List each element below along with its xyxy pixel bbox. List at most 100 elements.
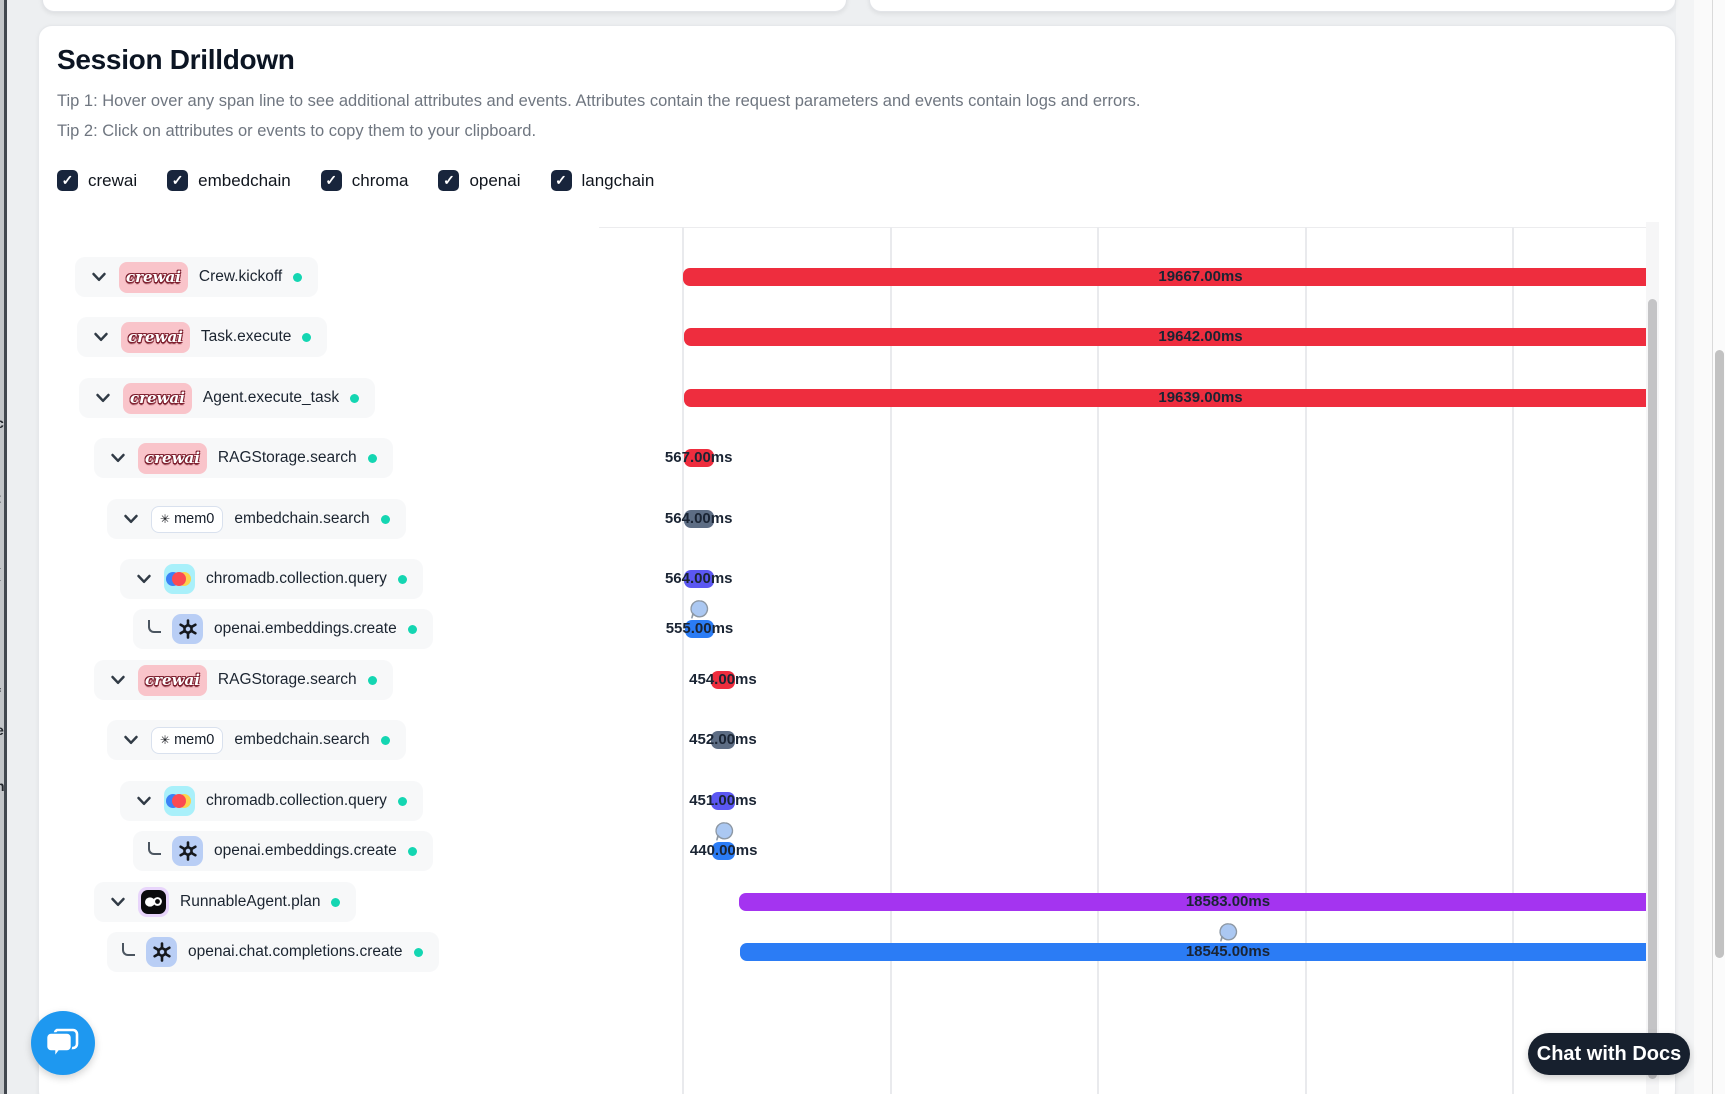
chevron-down-icon[interactable]	[122, 511, 140, 527]
duration-label: 440.00ms	[689, 842, 758, 859]
background-text-fragment: e	[0, 722, 4, 738]
chat-with-docs-button[interactable]: Chat with Docs	[1528, 1033, 1690, 1075]
duration-bar-openai.embeddings.create[interactable]	[712, 842, 736, 860]
chroma-circle	[172, 794, 186, 808]
crewai-logo-icon: crewai	[119, 261, 188, 293]
background-text-fragment: c	[0, 415, 4, 431]
event-chat-bubble-icon[interactable]	[1217, 922, 1238, 948]
duration-label: 452.00ms	[689, 731, 757, 748]
chevron-down-icon[interactable]	[122, 732, 140, 748]
background-text-fragment: (	[0, 565, 4, 581]
status-dot	[380, 735, 390, 745]
background-text-fragment: t	[0, 490, 4, 506]
chevron-down-icon[interactable]	[135, 793, 153, 809]
span-row-Task.execute[interactable]: crewai Task.execute	[77, 317, 328, 357]
checkbox-checked-icon[interactable]: ✓	[320, 170, 342, 191]
tip-1-text: Tip 1: Hover over any span line to see a…	[57, 92, 1141, 110]
checkbox-checked-icon[interactable]: ✓	[438, 170, 460, 191]
chroma-circles-icon	[164, 786, 195, 816]
span-row-RAGStorage.search[interactable]: crewai RAGStorage.search	[94, 660, 393, 700]
filter-checkbox-openai[interactable]: ✓ openai	[438, 170, 521, 191]
duration-label: 564.00ms	[664, 570, 733, 587]
span-row-embedchain.search[interactable]: ✳ mem0 embedchain.search	[107, 499, 406, 539]
span-row-chromadb.collection.query[interactable]: chromadb.collection.query	[120, 781, 423, 821]
background-text-fragment: f	[0, 685, 4, 701]
span-name: RAGStorage.search	[217, 449, 357, 466]
chevron-down-icon[interactable]	[92, 329, 110, 345]
chart-scrollbar-thumb[interactable]	[1648, 299, 1657, 1079]
status-dot	[331, 897, 341, 907]
filter-label: langchain	[581, 170, 655, 190]
duration-bar-chromadb.collection.query[interactable]	[683, 570, 714, 588]
filter-checkbox-embedchain[interactable]: ✓ embedchain	[167, 170, 291, 191]
duration-bar-RAGStorage.search[interactable]	[710, 671, 735, 689]
chevron-down-icon[interactable]	[94, 390, 112, 406]
chart-scrollbar[interactable]	[1646, 222, 1659, 1094]
chevron-down-icon[interactable]	[109, 894, 127, 910]
span-row-openai.embeddings.create[interactable]: openai.embeddings.create	[133, 609, 433, 649]
span-row-RunnableAgent.plan[interactable]: RunnableAgent.plan	[94, 882, 357, 922]
top-partial-card-right	[869, 0, 1676, 12]
span-name: embedchain.search	[234, 731, 370, 748]
openai-knot-icon	[146, 937, 177, 967]
browser-scrollbar[interactable]	[1712, 0, 1725, 1094]
chevron-down-icon[interactable]	[109, 672, 127, 688]
duration-bar-chromadb.collection.query[interactable]	[711, 792, 735, 810]
chart-top-border	[599, 227, 1646, 228]
duration-label: 19639.00ms	[1158, 389, 1243, 406]
duration-bar-Agent.execute_task[interactable]	[683, 389, 1646, 407]
checkbox-checked-icon[interactable]: ✓	[57, 170, 78, 191]
duration-bar-RAGStorage.search[interactable]	[683, 449, 714, 467]
duration-bar-openai.chat.completions.create[interactable]	[739, 943, 1646, 961]
duration-bar-Task.execute[interactable]	[683, 328, 1646, 346]
status-dot	[302, 332, 312, 342]
filter-checkbox-crewai[interactable]: ✓ crewai	[57, 170, 137, 191]
status-dot	[350, 393, 360, 403]
crewai-logo-icon: crewai	[121, 321, 190, 353]
chroma-circles-icon	[164, 564, 195, 594]
span-row-openai.embeddings.create[interactable]: openai.embeddings.create	[133, 831, 433, 871]
chevron-down-icon[interactable]	[135, 571, 153, 587]
filter-label: chroma	[351, 170, 409, 190]
chat-bubbles-icon	[45, 1028, 79, 1060]
checkbox-checked-icon[interactable]: ✓	[550, 170, 572, 191]
background-text-fragment: )	[0, 640, 4, 656]
filter-checkbox-chroma[interactable]: ✓ chroma	[320, 170, 409, 191]
duration-label: 555.00ms	[665, 620, 734, 637]
timeline-gridline	[1097, 227, 1099, 1094]
tree-elbow-connector	[148, 841, 161, 855]
event-chat-bubble-icon[interactable]	[713, 821, 734, 847]
span-row-chromadb.collection.query[interactable]: chromadb.collection.query	[120, 559, 423, 599]
filter-checkbox-langchain[interactable]: ✓ langchain	[550, 170, 655, 191]
crewai-logo-icon: crewai	[138, 664, 207, 696]
openai-knot-icon	[172, 836, 203, 866]
trace-waterfall: 19667.00ms 19642.00ms 19639.00ms 567.00ms 56…	[39, 26, 1675, 1094]
span-row-embedchain.search[interactable]: ✳ mem0 embedchain.search	[107, 720, 406, 760]
span-row-openai.chat.completions.create[interactable]: openai.chat.completions.create	[107, 932, 439, 972]
status-dot	[380, 514, 390, 524]
chevron-down-icon[interactable]	[90, 269, 108, 285]
status-dot	[413, 947, 423, 957]
duration-bar-embedchain.search[interactable]	[683, 510, 714, 528]
mem0-badge: ✳ mem0	[151, 726, 224, 754]
span-row-RAGStorage.search[interactable]: crewai RAGStorage.search	[94, 438, 393, 478]
timeline-gridline	[889, 227, 892, 1094]
langchain-logo-tile	[141, 890, 166, 914]
crewai-logo-icon: crewai	[138, 442, 207, 474]
browser-scrollbar-thumb[interactable]	[1715, 350, 1724, 958]
checkbox-checked-icon[interactable]: ✓	[167, 170, 189, 191]
chroma-circle	[172, 572, 186, 586]
timeline-gridline	[1304, 227, 1307, 1094]
duration-bar-RunnableAgent.plan[interactable]	[738, 893, 1646, 911]
event-chat-bubble-icon[interactable]	[689, 599, 710, 625]
span-row-Crew.kickoff[interactable]: crewai Crew.kickoff	[75, 257, 319, 297]
chevron-down-icon[interactable]	[109, 450, 127, 466]
chat-widget-button[interactable]	[31, 1011, 95, 1075]
duration-bar-embedchain.search[interactable]	[711, 731, 735, 749]
background-text-fragment: n	[0, 778, 4, 794]
filter-label: embedchain	[198, 170, 291, 190]
duration-bar-Crew.kickoff[interactable]	[683, 268, 1646, 286]
duration-bar-openai.embeddings.create[interactable]	[684, 620, 715, 638]
span-row-Agent.execute_task[interactable]: crewai Agent.execute_task	[79, 378, 376, 418]
